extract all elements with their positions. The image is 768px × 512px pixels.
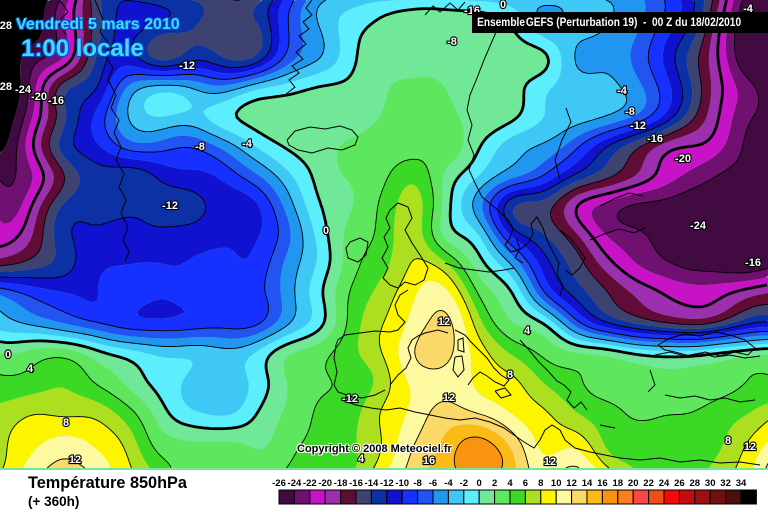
svg-text:-24: -24: [690, 220, 707, 232]
svg-text:-16: -16: [48, 95, 64, 107]
svg-text:-16: -16: [647, 133, 663, 145]
svg-text:-20: -20: [675, 153, 691, 165]
svg-text:8: 8: [63, 417, 69, 429]
svg-text:22: 22: [643, 478, 654, 489]
svg-text:-22: -22: [303, 478, 317, 489]
svg-text:12: 12: [744, 441, 756, 453]
svg-text:-4: -4: [242, 138, 253, 150]
svg-text:-6: -6: [429, 478, 437, 489]
svg-text:12: 12: [443, 392, 455, 404]
svg-text:30: 30: [705, 478, 716, 489]
svg-text:-24: -24: [288, 478, 302, 489]
svg-text:-8: -8: [195, 141, 205, 153]
svg-text:-28: -28: [0, 81, 12, 93]
svg-text:4: 4: [524, 325, 531, 337]
svg-text:4: 4: [358, 453, 365, 465]
svg-text:0: 0: [5, 349, 11, 361]
svg-text:20: 20: [628, 478, 639, 489]
svg-text:10: 10: [551, 478, 562, 489]
svg-text:-28: -28: [0, 20, 12, 32]
svg-text:12: 12: [544, 456, 556, 468]
svg-text:-4: -4: [444, 478, 453, 489]
svg-text:-12: -12: [179, 60, 195, 72]
svg-text:-12: -12: [630, 120, 646, 132]
svg-text:-8: -8: [413, 478, 421, 489]
svg-text:32: 32: [720, 478, 731, 489]
svg-text:4: 4: [27, 363, 34, 375]
svg-text:0: 0: [500, 0, 506, 11]
svg-text:8: 8: [507, 369, 513, 381]
svg-text:-24: -24: [15, 84, 32, 96]
svg-text:0: 0: [323, 225, 329, 237]
svg-text:18: 18: [613, 478, 624, 489]
svg-text:-8: -8: [447, 36, 457, 48]
svg-text:-16: -16: [349, 478, 363, 489]
svg-text:34: 34: [736, 478, 747, 489]
svg-text:-14: -14: [365, 478, 379, 489]
svg-text:-20: -20: [31, 91, 47, 103]
svg-text:-16: -16: [745, 257, 761, 269]
svg-text:-26: -26: [272, 478, 286, 489]
svg-text:12: 12: [69, 454, 81, 466]
svg-text:14: 14: [582, 478, 593, 489]
svg-text:-12: -12: [342, 393, 358, 405]
svg-text:28: 28: [690, 478, 701, 489]
svg-text:-4: -4: [617, 85, 628, 97]
svg-text:16: 16: [597, 478, 608, 489]
svg-text:0: 0: [477, 478, 482, 489]
svg-text:26: 26: [674, 478, 685, 489]
svg-text:2: 2: [492, 478, 497, 489]
svg-text:-12: -12: [380, 478, 394, 489]
svg-text:-2: -2: [460, 478, 468, 489]
svg-text:8: 8: [725, 435, 731, 447]
svg-text:12: 12: [438, 316, 450, 328]
svg-text:-18: -18: [334, 478, 348, 489]
svg-text:-12: -12: [162, 200, 178, 212]
svg-text:4: 4: [507, 478, 513, 489]
svg-text:24: 24: [659, 478, 670, 489]
svg-text:8: 8: [538, 478, 543, 489]
svg-text:6: 6: [523, 478, 528, 489]
svg-text:12: 12: [566, 478, 577, 489]
svg-text:-10: -10: [395, 478, 409, 489]
svg-text:-20: -20: [318, 478, 332, 489]
svg-text:16: 16: [423, 455, 435, 467]
svg-text:-8: -8: [625, 106, 635, 118]
